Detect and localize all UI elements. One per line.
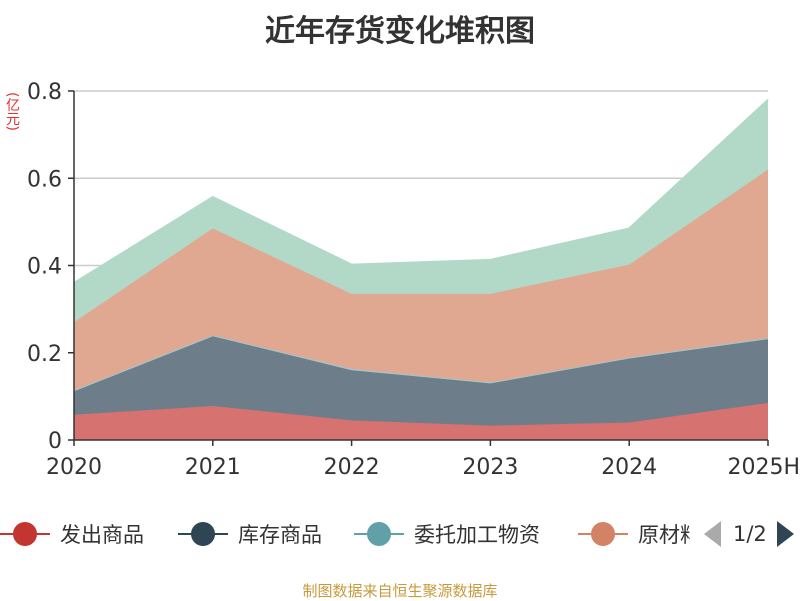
legend-label: 库存商品 [238,523,322,547]
legend-label: 原材料 [638,523,690,547]
series-line [73,98,769,284]
legend-item[interactable]: 库存商品 [178,514,322,554]
legend-label: 发出商品 [60,523,144,547]
legend-prev-icon[interactable] [704,521,721,547]
y-tick-label: 0 [48,429,62,454]
axes: 0 0.2 0.4 0.6 0.8 2020 2021 2022 2023 2024 2025H [27,80,800,480]
legend-pager: 1/2 [700,514,800,554]
legend-item[interactable]: 原材料 [578,514,690,554]
area-series-库存商品 [74,336,768,426]
area-series [73,98,769,440]
legend-page-indicator: 1/2 [733,522,767,546]
y-tick-label: 0.2 [27,342,62,367]
series-line [73,401,769,427]
chart-title: 近年存货变化堆积图 [265,14,535,49]
y-tick-label: 0.6 [27,167,62,192]
legend-marker-icon [578,514,628,554]
legend-marker-icon [0,514,50,554]
y-axis-unit: (亿元) [4,92,20,131]
y-tick-label: 0.4 [27,255,62,280]
legend-next-icon[interactable] [776,521,794,547]
area-series-发出商品 [74,402,768,440]
x-tick-label: 2020 [46,455,102,480]
data-source-note: 制图数据来自恒生聚源数据库 [302,582,498,600]
y-tick-label: 0.8 [27,80,62,105]
area-series-other [74,99,768,323]
x-tick-label: 2022 [324,455,380,480]
legend-label: 委托加工物资 [414,523,540,547]
x-tick-label: 2024 [601,455,657,480]
x-tick-label: 2025H [727,455,800,480]
legend-item[interactable]: 委托加工物资 [354,514,540,554]
legend-marker-icon [354,514,404,554]
x-tick-label: 2021 [185,455,241,480]
legend: 发出商品 库存商品 委托加工物资 原材料 [0,514,690,554]
legend-item[interactable]: 发出商品 [0,514,144,554]
legend-marker-icon [178,514,228,554]
area-series-原材料 [74,169,768,391]
x-tick-label: 2023 [462,455,518,480]
